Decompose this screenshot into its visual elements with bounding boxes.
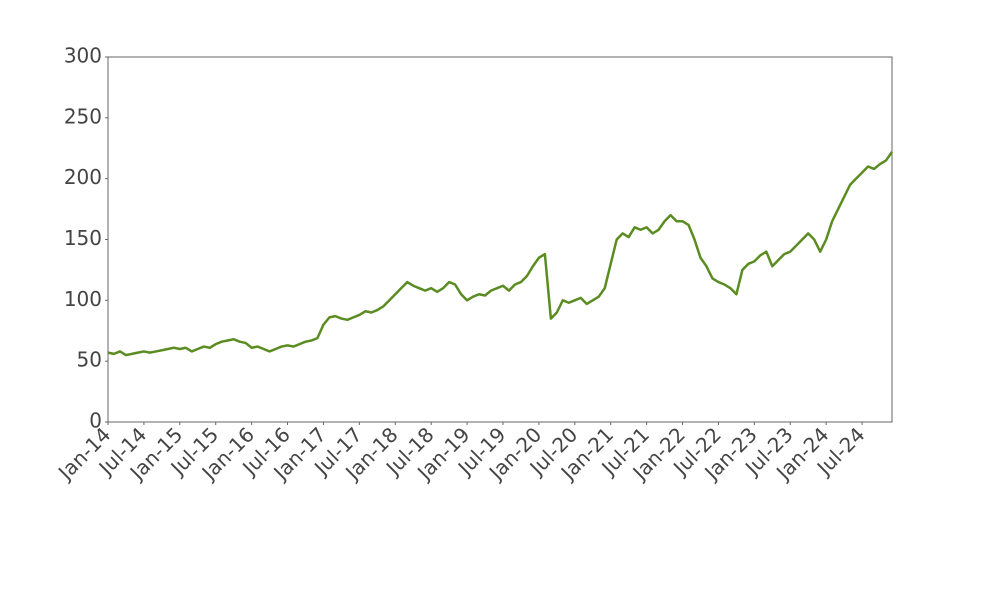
y-tick-label: 150 [64,226,102,250]
price-line [107,151,894,357]
y-tick-label: 0 [89,409,102,433]
y-tick-label: 200 [64,165,102,189]
plot-frame [107,56,893,423]
y-tick-label: 50 [77,348,102,372]
y-tick-label: 100 [64,287,102,311]
y-tick-label: 250 [64,104,102,128]
y-tick-label: 300 [64,44,102,68]
